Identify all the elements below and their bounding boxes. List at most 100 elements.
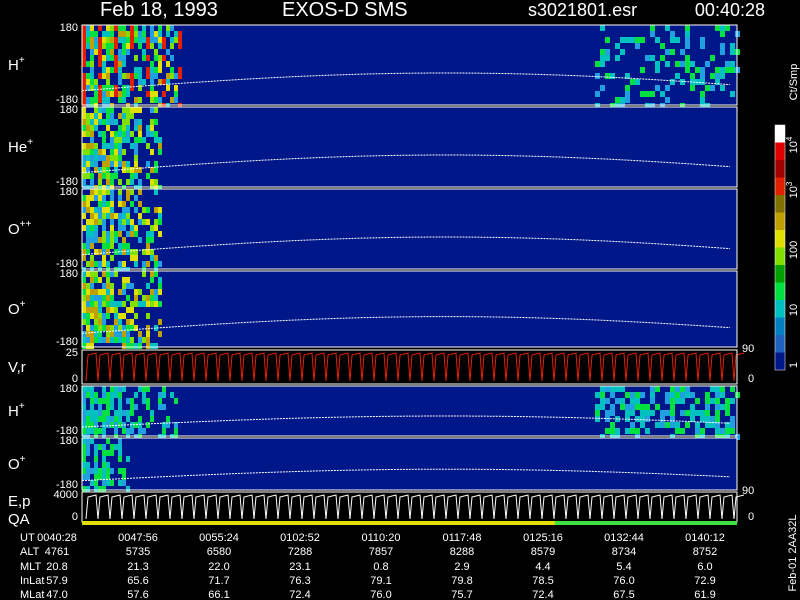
spectrum-cell [142, 267, 146, 273]
spectrum-cell [118, 219, 122, 225]
axis-top-label: 4000 [54, 489, 78, 501]
spectrum-cell [110, 107, 114, 113]
spectrum-cell [630, 392, 635, 398]
spectrum-cell [154, 97, 158, 103]
spectrum-cell [150, 31, 154, 37]
spectrum-cell [118, 450, 122, 456]
spectrum-cell [138, 167, 142, 173]
spectrum-cell [118, 231, 122, 237]
spectrum-cell [134, 167, 138, 173]
spectrum-cell [150, 255, 154, 261]
spectrum-cell [142, 271, 146, 277]
spectrum-cell [90, 137, 94, 143]
spectrum-cell [615, 55, 620, 61]
spectrum-cell [106, 237, 110, 243]
spectrum-cell [118, 31, 122, 37]
spectrum-cell [158, 283, 162, 289]
spectrum-cell [102, 155, 106, 161]
spectrum-cell [114, 237, 118, 243]
spectrum-cell [102, 249, 106, 255]
spectrum-cell [98, 155, 102, 161]
spectrum-cell [82, 243, 86, 249]
spectrum-cell [130, 410, 134, 416]
spectrum-cell [82, 404, 86, 410]
label-text: O [8, 456, 20, 473]
spectrum-cell [130, 85, 134, 91]
spectrum-cell [94, 43, 98, 49]
spectrum-cell [158, 434, 162, 440]
spectrum-cell [705, 416, 710, 422]
spectrum-cell [625, 97, 630, 103]
spectrum-cell [102, 31, 106, 37]
cell: 4761 [45, 546, 69, 558]
panel-label: O+ [8, 454, 26, 473]
spectrum-cell [106, 474, 110, 480]
spectrum-cell [82, 474, 86, 480]
spectrum-cell [82, 195, 86, 201]
spectrum-cell [86, 61, 90, 67]
spectrum-cell [675, 37, 680, 43]
spectrum-cell [90, 125, 94, 131]
spectrum-cell [118, 468, 122, 474]
spectrum-cell [138, 331, 142, 337]
spectrum-cell [142, 31, 146, 37]
spectrum-cell [94, 480, 98, 486]
spectrum-cell [600, 49, 605, 55]
spectrum-cell [715, 398, 720, 404]
spectrum-cell [110, 450, 114, 456]
spectrum-cell [625, 404, 630, 410]
spectrum-cell [98, 201, 102, 207]
spectrum-cell [126, 37, 130, 43]
axis-bottom-label: -180 [56, 94, 78, 106]
spectrum-cell [110, 179, 114, 185]
spectrum-cell [645, 91, 650, 97]
spectrum-cell [655, 404, 660, 410]
spectrum-cell [725, 428, 730, 434]
spectrum-cell [605, 49, 610, 55]
spectrum-cell [146, 67, 150, 73]
spectrum-cell [98, 444, 102, 450]
spectrum-cell [680, 392, 685, 398]
spectrum-cell [118, 261, 122, 267]
spectrum-cell [110, 243, 114, 249]
spectrum-cell [82, 185, 86, 191]
spectrum-cell [90, 49, 94, 55]
spectrum-cell [134, 392, 138, 398]
spectrum-cell [670, 422, 675, 428]
spectrum-cell [150, 271, 154, 277]
spectrum-cell [690, 79, 695, 85]
spectrum-cell [114, 410, 118, 416]
spectrum-cell [110, 237, 114, 243]
spectrum-cell [134, 261, 138, 267]
spectrum-cell [82, 337, 86, 343]
colorbar-cell [775, 300, 785, 318]
spectrum-cell [122, 343, 126, 349]
spectrum-cell [118, 422, 122, 428]
spectrum-cell [86, 422, 90, 428]
spectrum-cell [106, 189, 110, 195]
spectrum-cell [114, 55, 118, 61]
spectrum-cell [90, 289, 94, 295]
spectrum-cell [106, 31, 110, 37]
spectrum-cell [90, 392, 94, 398]
spectrum-cell [138, 289, 142, 295]
spectrum-cell [98, 249, 102, 255]
axis-top-label: 180 [60, 383, 78, 395]
spectrum-cell [98, 61, 102, 67]
spectrum-cell [610, 386, 615, 392]
spectrum-cell [122, 325, 126, 331]
spectrum-cell [106, 468, 110, 474]
spectrum-cell [98, 149, 102, 155]
spectrum-cell [690, 73, 695, 79]
spectrum-cell [110, 173, 114, 179]
spectrum-cell [102, 450, 106, 456]
spectrum-cell [94, 79, 98, 85]
label-sup: + [19, 55, 25, 66]
sawtooth [85, 352, 745, 382]
spectrum-cell [154, 37, 158, 43]
spectrum-cell [595, 103, 600, 109]
spectrum-cell [158, 301, 162, 307]
spectrum-cell [110, 444, 114, 450]
spectrum-cell [680, 386, 685, 392]
spectrum-cell [700, 67, 705, 73]
